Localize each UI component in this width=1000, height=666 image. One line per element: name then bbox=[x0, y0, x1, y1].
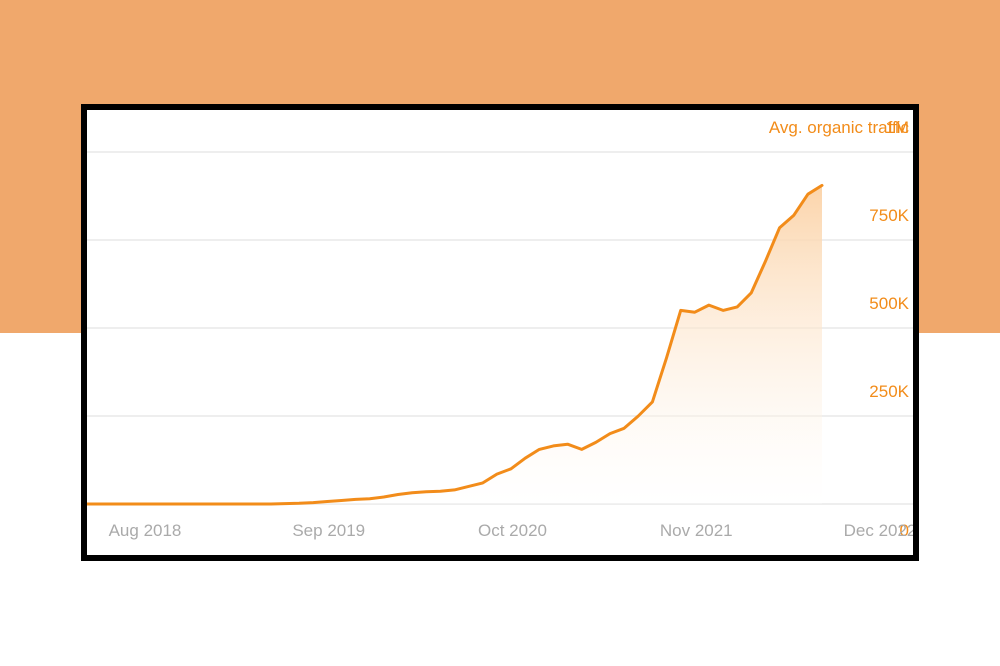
y-tick-label: 0 bbox=[900, 521, 909, 540]
y-axis-ticks: 0 250K 500K 750K 1M bbox=[869, 118, 909, 540]
y-tick-label: 1M bbox=[885, 118, 909, 137]
chart-title: Avg. organic traffic bbox=[768, 118, 909, 137]
x-tick-label: Sep 2019 bbox=[292, 521, 365, 540]
area-fill bbox=[87, 185, 822, 504]
x-tick-label: Dec 2022 bbox=[844, 521, 913, 540]
y-tick-label: 500K bbox=[869, 294, 909, 313]
traffic-chart-card: Avg. organic traffic 0 250K 500K 750K 1M Aug… bbox=[81, 104, 919, 561]
traffic-line bbox=[87, 183, 824, 506]
x-tick-label: Oct 2020 bbox=[478, 521, 547, 540]
x-tick-label: Aug 2018 bbox=[109, 521, 182, 540]
y-tick-label: 750K bbox=[869, 206, 909, 225]
y-tick-label: 250K bbox=[869, 382, 909, 401]
x-axis-ticks: Aug 2018 Sep 2019 Oct 2020 Nov 2021 Dec 2022 bbox=[109, 521, 913, 540]
x-tick-label: Nov 2021 bbox=[660, 521, 733, 540]
traffic-chart: 0 250K 500K 750K 1M Aug 2018 Sep 2019 Oct 2020… bbox=[87, 118, 913, 540]
